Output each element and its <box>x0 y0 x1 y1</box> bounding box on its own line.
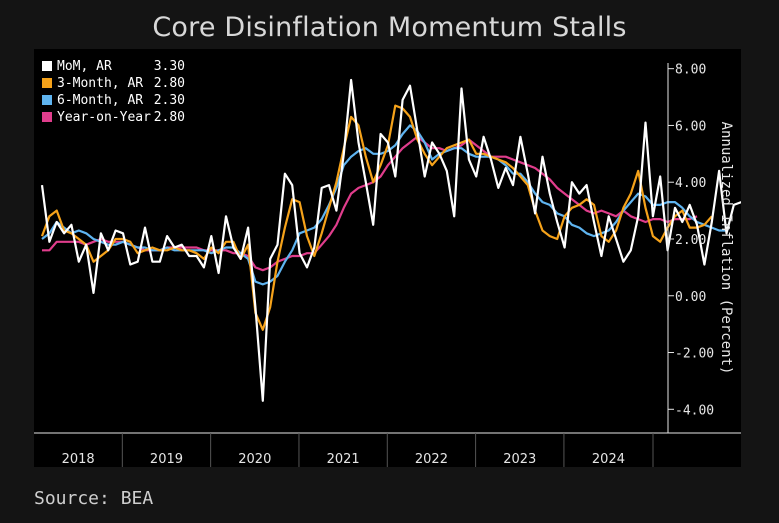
y-axis-label: Annualized Inflation (Percent) <box>718 122 734 375</box>
series-line-mom-ar <box>40 78 741 402</box>
x-tick-label: 2023 <box>503 452 536 467</box>
legend-label: 6-Month, AR <box>57 93 143 108</box>
line-chart: -4.00-2.000.002.004.006.008.00 2018 2019 2… <box>34 59 741 467</box>
y-axis: -4.00 -2.00 0.00 2.00 4.00 6.00 8.00 <box>667 63 714 433</box>
y-tick-label: 4.00 <box>675 176 706 191</box>
legend-label: Year-on-Year <box>57 110 151 125</box>
legend-swatch <box>42 78 52 88</box>
x-tick-label: 2018 <box>62 452 95 467</box>
x-tick-label: 2020 <box>238 452 271 467</box>
plot-area <box>40 78 741 402</box>
legend-value: 2.80 <box>154 76 185 91</box>
y-tick-label: -2.00 <box>675 347 714 362</box>
chart-title: Core Disinflation Momentum Stalls <box>152 12 627 43</box>
x-axis: 2018 2019 2020 2021 2022 2023 2024 <box>34 432 741 467</box>
source-note: Source: BEA <box>34 488 154 509</box>
legend-swatch <box>42 112 52 122</box>
y-tick-label: 2.00 <box>675 233 706 248</box>
x-tick-label: 2024 <box>592 452 625 467</box>
legend-value: 3.30 <box>154 59 185 74</box>
legend: MoM, AR 3.30 3-Month, AR 2.80 6-Month, AR 2.3… <box>42 59 185 125</box>
legend-swatch <box>42 95 52 105</box>
legend-value: 2.30 <box>154 93 185 108</box>
y-tick-label: -4.00 <box>675 403 714 418</box>
chart-panel: -4.00 -2.00 0.00 2.00 4.00 6.00 8.00 2018 2019 2… <box>34 49 741 467</box>
series-line-3-month-ar <box>40 104 713 331</box>
legend-value: 2.80 <box>154 110 185 125</box>
legend-label: MoM, AR <box>57 59 112 74</box>
x-tick-label: 2022 <box>415 452 448 467</box>
y-tick-label: 0.00 <box>675 290 706 305</box>
legend-swatch <box>42 61 52 71</box>
x-tick-label: 2021 <box>327 452 360 467</box>
legend-label: 3-Month, AR <box>57 76 143 91</box>
y-tick-label: 8.00 <box>675 63 706 78</box>
y-tick-label: 6.00 <box>675 119 706 134</box>
x-tick-label: 2019 <box>150 452 183 467</box>
